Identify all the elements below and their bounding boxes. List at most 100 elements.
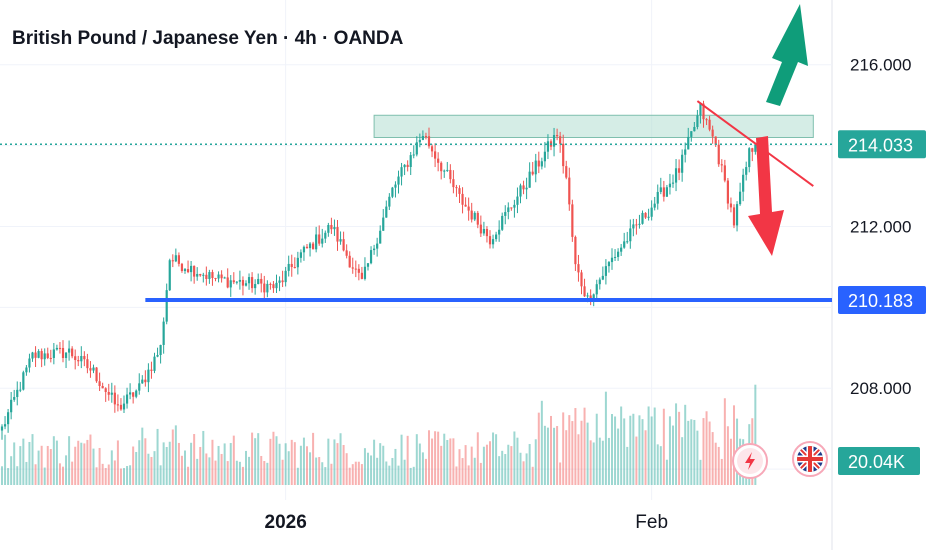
volume-bar: [650, 416, 653, 485]
candle: [705, 118, 708, 126]
volume-bar: [138, 440, 141, 485]
volume-bar: [598, 437, 601, 485]
candle: [470, 202, 473, 223]
candle: [13, 389, 16, 402]
volume-bar: [577, 434, 580, 485]
volume-bar: [65, 455, 68, 485]
candle: [254, 279, 257, 295]
volume-bar: [632, 413, 635, 485]
x-tick-label: 2026: [265, 512, 307, 533]
volume-bar: [107, 464, 110, 485]
candle: [403, 164, 406, 176]
candle: [290, 254, 293, 277]
candle: [473, 211, 476, 222]
candle: [147, 363, 150, 393]
candle: [64, 352, 68, 369]
volume-bar: [595, 413, 598, 485]
candle: [437, 152, 440, 172]
candle: [574, 235, 577, 271]
volume-bar: [418, 443, 421, 485]
volume-bar: [16, 466, 19, 485]
volume-bar: [232, 435, 235, 485]
volume-bar: [129, 465, 132, 485]
candle: [583, 278, 586, 297]
candle: [678, 159, 681, 181]
candle: [336, 219, 339, 251]
volume-bar: [257, 433, 260, 485]
volume-bar: [62, 466, 64, 485]
volume-bar: [513, 431, 516, 485]
candle: [40, 348, 43, 368]
volume-bar: [272, 431, 275, 485]
volume-bar: [351, 464, 354, 485]
volume-bar: [446, 439, 449, 485]
current-price-label: 214.033: [848, 135, 913, 155]
candle: [653, 196, 656, 211]
candle: [272, 281, 275, 293]
candle: [113, 385, 116, 413]
candle: [58, 341, 62, 354]
volume-bar: [354, 461, 357, 485]
volume-bar: [412, 466, 415, 485]
volume-bar: [711, 432, 714, 485]
candle: [122, 395, 126, 414]
candle: [342, 231, 345, 252]
candle: [552, 127, 556, 157]
volume-bar: [586, 422, 589, 485]
candle: [0, 424, 4, 440]
price-axis: 216.000214.000212.000210.000208.000206.0…: [850, 56, 911, 479]
lightning-icon[interactable]: [732, 443, 768, 479]
candle: [196, 267, 199, 281]
candle: [522, 180, 525, 195]
candle: [485, 226, 489, 243]
candle: [482, 221, 485, 236]
candle: [251, 272, 254, 293]
candle: [107, 383, 110, 401]
candle: [385, 200, 388, 218]
candle: [696, 109, 699, 130]
volume-bar: [373, 439, 376, 485]
volume-bar: [516, 437, 519, 485]
volume-badge: 20.04K: [838, 447, 920, 475]
candle: [37, 349, 40, 359]
volume-bar: [306, 446, 308, 485]
volume-bar: [382, 445, 385, 485]
volume-bar: [290, 439, 293, 485]
candle: [171, 254, 174, 268]
candle: [638, 214, 641, 229]
volume-bar: [574, 408, 577, 485]
candle: [397, 170, 400, 194]
candle: [571, 199, 574, 242]
volume-bar: [275, 436, 278, 485]
candle: [257, 273, 260, 285]
uk-flag-icon[interactable]: [792, 441, 828, 477]
candle: [446, 161, 449, 172]
volume-bar: [55, 440, 58, 485]
volume-bar: [287, 451, 290, 485]
volume-bar: [607, 437, 610, 485]
candle: [366, 263, 370, 271]
volume-bar: [174, 425, 177, 485]
candle: [537, 151, 540, 174]
candle: [360, 266, 363, 280]
candle: [394, 181, 397, 198]
volume-bar: [43, 467, 46, 485]
volume-bar: [10, 456, 13, 485]
candle: [49, 349, 52, 363]
candle: [379, 225, 382, 244]
volume-bar: [327, 438, 330, 485]
volume-bar: [580, 420, 583, 485]
candle: [559, 131, 562, 153]
volume-bar: [528, 444, 531, 485]
candle: [208, 269, 211, 284]
volume-bar: [165, 447, 168, 485]
volume-bar: [180, 455, 183, 485]
volume-bar: [293, 442, 296, 485]
candle: [34, 346, 37, 367]
volume-bar: [113, 460, 116, 485]
y-tick-label: 212.000: [850, 217, 911, 236]
candle: [684, 142, 687, 163]
volume-bar: [254, 438, 257, 485]
candle: [296, 251, 299, 275]
candle: [629, 219, 632, 249]
